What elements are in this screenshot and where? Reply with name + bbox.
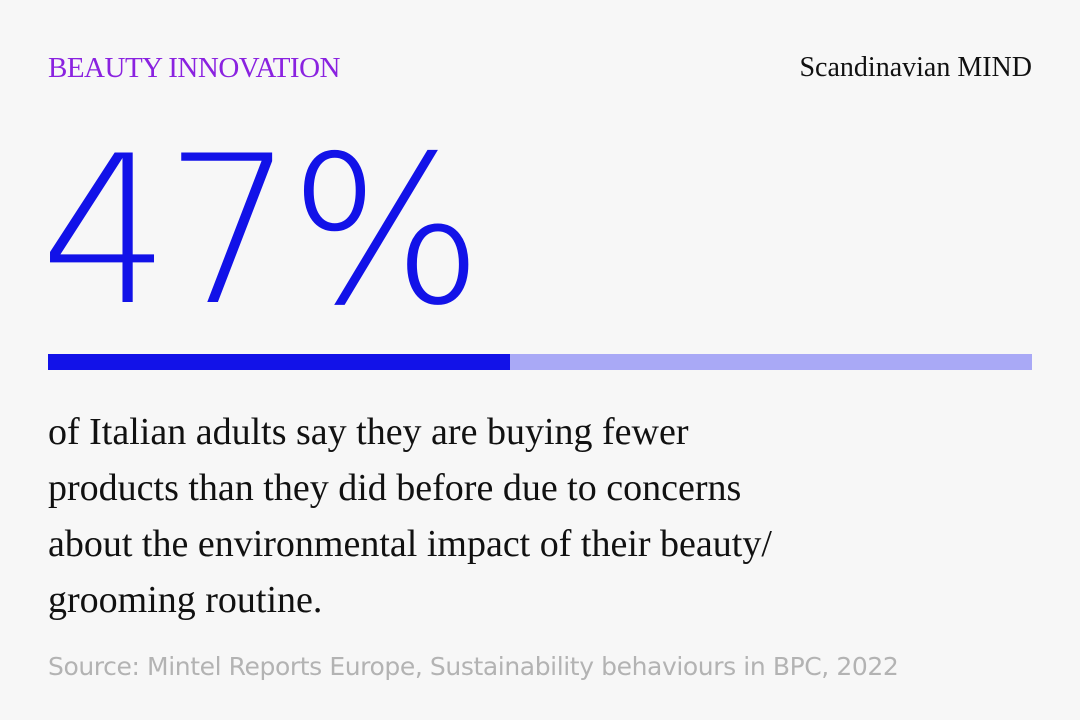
description-line: about the environmental impact of their … xyxy=(48,523,772,565)
bar xyxy=(48,354,511,370)
description-line: grooming routine. xyxy=(48,579,323,621)
brand: Scandinavian MIND xyxy=(799,52,1032,83)
bar-track xyxy=(48,354,1032,370)
description-line: products than they did before due to con… xyxy=(48,467,742,509)
source: Source: Mintel Reports Europe, Sustainab… xyxy=(48,652,899,681)
description-line: of Italian adults say they are buying fe… xyxy=(48,411,689,453)
category: BEAUTY INNOVATION xyxy=(48,52,340,84)
description: of Italian adults say they are buying fe… xyxy=(48,404,772,628)
stat-label: 47% xyxy=(40,113,484,351)
